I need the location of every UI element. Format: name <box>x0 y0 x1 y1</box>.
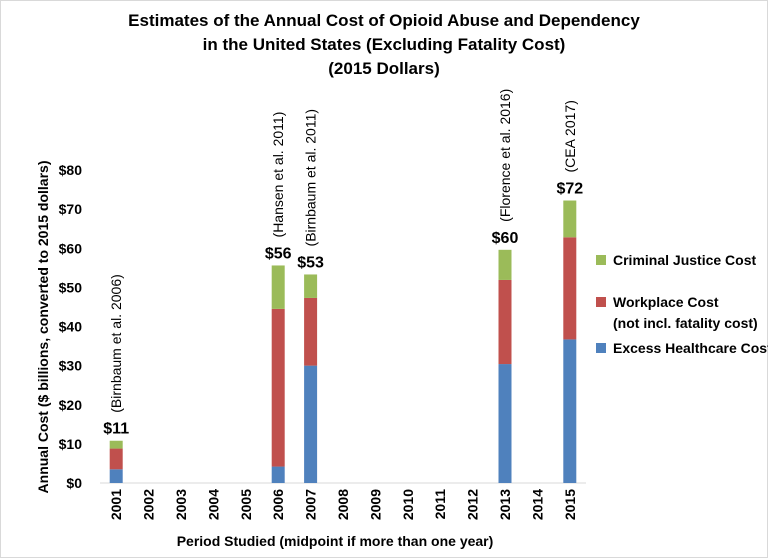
y-tick-label: $50 <box>59 279 83 295</box>
x-tick-label: 2003 <box>173 489 189 520</box>
legend-swatch <box>596 343 606 353</box>
y-tick-label: $80 <box>59 162 83 178</box>
total-value-label: $11 <box>103 421 129 438</box>
chart-title-line-1: Estimates of the Annual Cost of Opioid A… <box>128 11 640 30</box>
bar-segment-criminal-justice-cost <box>304 274 318 298</box>
y-tick-label: $20 <box>59 397 83 413</box>
bar-segment-workplace-cost <box>498 279 512 365</box>
x-tick-label: 2012 <box>465 489 481 520</box>
y-tick-label: $10 <box>59 436 83 452</box>
source-label: (CEA 2017) <box>562 100 578 172</box>
legend-entry-label: Workplace Cost <box>613 294 719 310</box>
source-label: (Hansen et al. 2011) <box>270 112 286 238</box>
source-label: (Florence et al. 2016) <box>497 89 513 222</box>
total-value-label: $60 <box>492 230 519 247</box>
y-tick-label: $60 <box>59 240 83 256</box>
legend-entry-label: Excess Healthcare Cost <box>613 340 768 356</box>
x-tick-label: 2008 <box>335 489 351 520</box>
bar-segment-workplace-cost <box>109 448 123 470</box>
y-tick-label: $0 <box>66 475 82 491</box>
y-axis-title: Annual Cost ($ billions, converted to 20… <box>35 161 51 494</box>
bar-segment-criminal-justice-cost <box>498 249 512 280</box>
x-axis-title: Period Studied (midpoint if more than on… <box>177 533 494 549</box>
y-tick-label: $30 <box>59 358 83 374</box>
total-value-label: $56 <box>265 245 292 262</box>
legend-entry-label: Criminal Justice Cost <box>613 252 756 268</box>
source-label: (Birnbaum et al. 2006) <box>108 274 124 413</box>
y-tick-label: $40 <box>59 319 83 335</box>
legend: Criminal Justice Cost Workplace Cost (not … <box>596 252 768 356</box>
x-tick-label: 2014 <box>529 489 545 520</box>
bar-segment-excess-healthcare-cost <box>304 365 318 483</box>
x-tick-label: 2013 <box>497 489 513 520</box>
bar-segment-criminal-justice-cost <box>563 200 577 238</box>
bar-segment-criminal-justice-cost <box>271 265 285 309</box>
bar-segment-excess-healthcare-cost <box>563 339 577 483</box>
chart-title-line-2: in the United States (Excluding Fatality… <box>203 35 566 54</box>
y-tick-label: $70 <box>59 201 83 217</box>
legend-swatch <box>596 255 606 265</box>
x-tick-label: 2015 <box>562 489 578 520</box>
bar-segment-excess-healthcare-cost <box>109 469 123 483</box>
chart-title: Estimates of the Annual Cost of Opioid A… <box>128 11 640 78</box>
x-tick-label: 2002 <box>141 489 157 520</box>
x-tick-label: 2011 <box>432 489 448 520</box>
bar-segment-workplace-cost <box>563 237 577 340</box>
source-label: (Birnbaum et al. 2011) <box>303 109 319 246</box>
total-value-label: $72 <box>556 181 583 198</box>
bar-segment-excess-healthcare-cost <box>271 466 285 483</box>
x-tick-label: 2007 <box>303 489 319 520</box>
x-tick-label: 2005 <box>238 489 254 520</box>
x-tick-label: 2010 <box>400 489 416 520</box>
bar-segment-excess-healthcare-cost <box>498 364 512 483</box>
bar-segment-workplace-cost <box>304 297 318 366</box>
x-tick-label: 2001 <box>108 489 124 520</box>
bar-segment-workplace-cost <box>271 308 285 467</box>
plot-area: $0 $10 $20 $30 $40 $50 $60 $70 $80 2001 2002 2003 20… <box>59 89 586 520</box>
legend-swatch <box>596 297 606 307</box>
x-tick-label: 2009 <box>367 489 383 520</box>
total-value-label: $53 <box>297 254 324 271</box>
x-tick-label: 2006 <box>270 489 286 520</box>
x-tick-label: 2004 <box>205 489 221 520</box>
bar-segment-criminal-justice-cost <box>109 440 123 449</box>
legend-entry-label-line-2: (not incl. fatality cost) <box>613 315 758 331</box>
chart-title-line-3: (2015 Dollars) <box>328 59 440 78</box>
